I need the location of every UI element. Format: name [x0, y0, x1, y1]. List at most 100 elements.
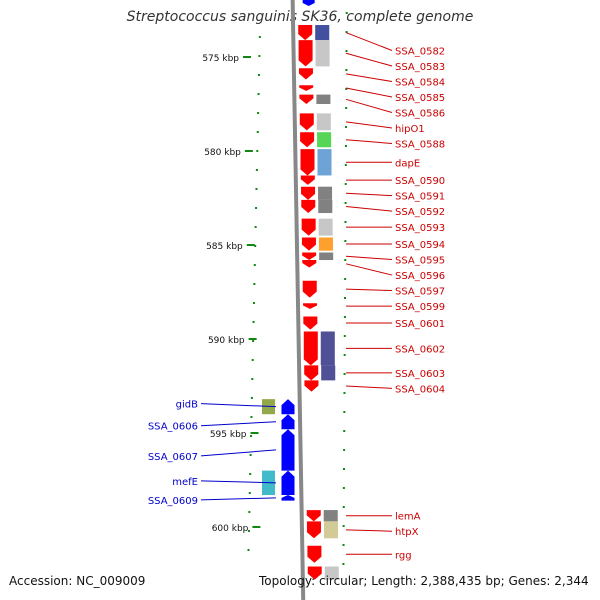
gene-label-line-forward	[345, 205, 393, 212]
gene-label-line-reverse	[200, 421, 277, 427]
gene-label-forward: SSA_0582	[395, 47, 445, 58]
gene-arrow-forward	[301, 199, 316, 214]
ruler-dot	[343, 411, 346, 413]
ruler-dot	[342, 487, 345, 489]
gene-label-forward: SSA_0585	[395, 93, 445, 104]
ruler-dot	[345, 69, 348, 71]
ruler-dot	[344, 164, 347, 166]
ruler-dot	[250, 397, 253, 399]
gene-label-line-reverse	[200, 449, 277, 457]
gene-arrow-forward	[303, 331, 318, 366]
gene-label-forward: SSA_0597	[395, 287, 445, 298]
cog-block	[323, 510, 338, 522]
gene-arrow-forward	[306, 521, 321, 539]
gene-label-forward: SSA_0596	[395, 271, 445, 282]
ruler-tick-label: 585 kbp	[206, 242, 243, 252]
gene-arrow-forward	[303, 303, 318, 309]
gene-arrow-forward	[298, 25, 313, 41]
cog-block-highlight	[317, 132, 332, 148]
cog-block	[323, 521, 338, 539]
ruler-dot	[247, 549, 250, 551]
ruler-dot	[343, 430, 346, 432]
gene-label-forward: SSA_0591	[395, 192, 445, 203]
gene-label-line-reverse	[200, 480, 277, 484]
cog-block-highlight	[321, 365, 336, 381]
cog-block-highlight	[315, 25, 330, 41]
ruler-dot	[345, 107, 348, 109]
gene-arrow-forward	[301, 218, 316, 236]
gene-label-line-reverse	[200, 403, 277, 408]
gene-arrow-reverse	[281, 470, 295, 496]
gene-label-reverse: SSA_0606	[148, 422, 198, 433]
ruler-dot	[249, 473, 252, 475]
ruler-dot	[342, 544, 345, 546]
gene-label-reverse: gidB	[176, 400, 198, 411]
gene-label-line-forward	[345, 139, 393, 144]
cog-block	[318, 218, 333, 236]
gene-label-line-reverse	[200, 497, 277, 501]
gene-label-forward: SSA_0599	[395, 302, 445, 313]
gene-label-reverse: SSA_0607	[148, 452, 198, 463]
ruler-dot	[253, 264, 256, 266]
cog-block	[317, 149, 332, 176]
ruler-dot	[344, 145, 347, 147]
gene-label-forward: SSA_0588	[395, 140, 445, 151]
ruler-dot	[343, 392, 346, 394]
ruler-tick-label: 580 kbp	[204, 148, 241, 158]
gene-label-line-forward	[345, 73, 393, 82]
gene-label-line-forward	[345, 385, 393, 389]
gene-label-forward: rgg	[395, 550, 412, 561]
ruler-dot	[255, 207, 258, 209]
gene-label-forward: SSA_0604	[395, 384, 445, 395]
cog-block	[318, 186, 333, 200]
gene-arrow-reverse	[281, 429, 295, 471]
gene-arrows	[281, 0, 322, 580]
gene-arrow-reverse	[281, 399, 295, 415]
ruler-dot	[258, 36, 261, 38]
cog-block	[319, 252, 334, 261]
ruler-dot	[251, 378, 254, 380]
ruler-dot	[257, 93, 260, 95]
ruler-dot	[344, 278, 347, 280]
gene-label-line-forward	[345, 529, 393, 532]
gene-arrow-forward	[299, 85, 314, 91]
ruler-dot	[247, 530, 250, 532]
ruler-dot	[251, 359, 254, 361]
ruler-dot	[250, 435, 253, 437]
gene-label-forward: SSA_0595	[395, 256, 445, 267]
gene-label-line-forward	[345, 87, 393, 98]
ruler-dot	[343, 335, 346, 337]
gene-arrow-forward	[301, 186, 316, 200]
map-title: Streptococcus sanguinis SK36, complete g…	[126, 9, 474, 25]
gene-arrow-forward	[300, 149, 315, 176]
gene-arrow-forward	[307, 545, 322, 563]
cog-block-highlight	[319, 252, 334, 261]
ruler-dot	[254, 245, 257, 247]
gene-label-line-forward	[345, 192, 393, 197]
gene-label-forward: hipO1	[395, 124, 425, 135]
cog-block	[320, 331, 335, 366]
ruler-dot	[345, 50, 348, 52]
ruler-dot	[345, 12, 348, 14]
ruler-dot	[257, 74, 260, 76]
ruler-dot	[343, 449, 346, 451]
cog-block	[315, 40, 330, 67]
gene-arrow-forward	[302, 252, 317, 261]
cog-block-highlight	[318, 199, 333, 214]
gene-arrow-partial	[302, 0, 315, 6]
gene-arrow-forward	[304, 380, 319, 392]
cog-block-highlight	[323, 510, 338, 522]
cog-block-highlight	[318, 237, 333, 251]
accession-text: Accession: NC_009009	[9, 574, 146, 588]
gene-label-forward: SSA_0590	[395, 176, 445, 187]
gene-label-forward: lemA	[395, 512, 421, 523]
ruler-dot	[345, 126, 348, 128]
gene-label-line-forward	[345, 255, 393, 261]
gene-arrow-reverse	[281, 414, 295, 430]
gene-label-line-forward	[345, 98, 393, 113]
cog-block-highlight	[315, 40, 330, 67]
gene-arrow-forward	[300, 132, 315, 148]
ruler-dot	[254, 226, 257, 228]
ruler-dot	[255, 169, 258, 171]
